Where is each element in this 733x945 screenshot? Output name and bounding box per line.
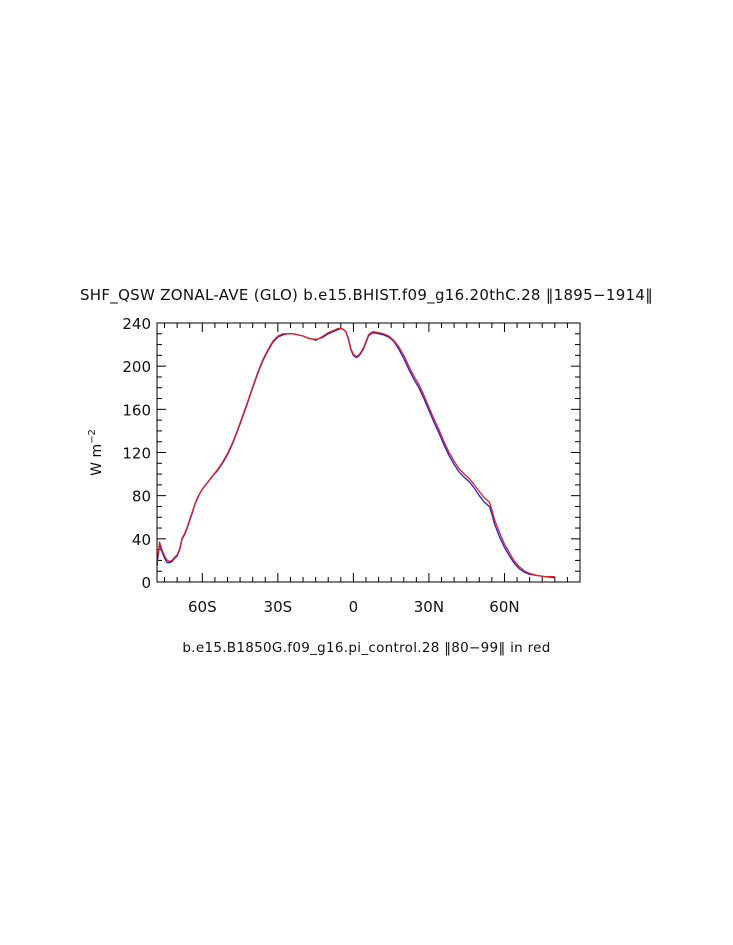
y-tick-label: 120 xyxy=(122,445,151,463)
y-tick-label: 0 xyxy=(141,574,151,592)
y-tick-label: 80 xyxy=(132,488,151,506)
y-tick-label: 160 xyxy=(122,401,151,419)
series-line-blue xyxy=(156,327,555,579)
y-tick-label: 200 xyxy=(122,358,151,376)
x-tick-label: 60S xyxy=(188,598,217,616)
plot-frame xyxy=(156,322,581,583)
x-tick-label: 30N xyxy=(414,598,444,616)
y-axis-label: W m−2 xyxy=(87,429,105,476)
chart-subtitle: b.e15.B1850G.f09_g16.pi_control.28 ‖80−9… xyxy=(182,640,551,656)
y-tick-label: 40 xyxy=(132,531,151,549)
x-tick-label: 60N xyxy=(489,598,519,616)
chart-title: SHF_QSW ZONAL-AVE (GLO) b.e15.BHIST.f09_… xyxy=(79,286,654,304)
y-tick-label: 240 xyxy=(122,315,151,333)
x-tick-label: 0 xyxy=(349,598,359,616)
series-line-red xyxy=(156,327,555,578)
x-tick-label: 30S xyxy=(264,598,293,616)
